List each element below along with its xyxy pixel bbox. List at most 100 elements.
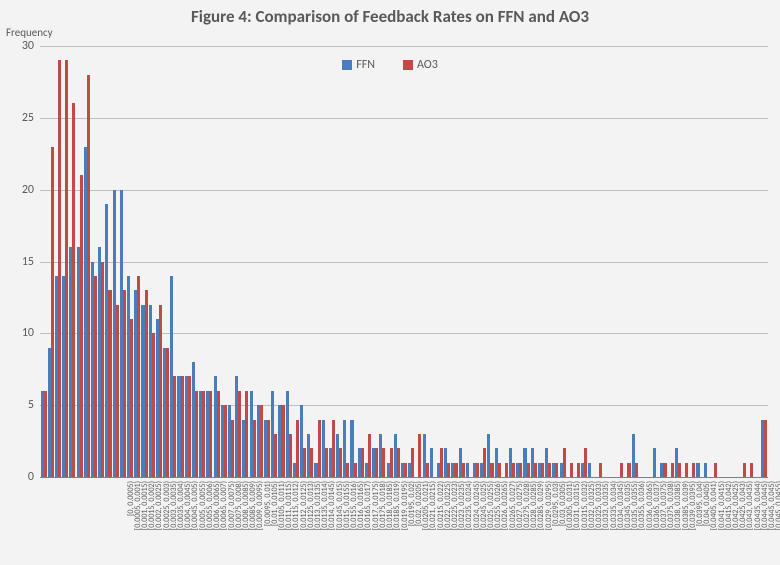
bar [318, 420, 321, 477]
plot-area: 051015202530 [40, 46, 768, 477]
x-tick-label: [0.045, 0.0455) [774, 481, 780, 563]
bar [462, 463, 465, 477]
bar [202, 391, 205, 477]
bar [181, 376, 184, 477]
bar [411, 448, 414, 477]
bar [137, 276, 140, 477]
bar [145, 290, 148, 477]
bar [375, 448, 378, 477]
gridline [40, 190, 768, 191]
bar [159, 305, 162, 477]
bar [245, 391, 248, 477]
bar [346, 463, 349, 477]
y-tick-label: 20 [22, 183, 40, 197]
bar [519, 463, 522, 477]
bar [173, 376, 176, 477]
bar [404, 463, 407, 477]
bar [466, 463, 469, 477]
bar [653, 448, 656, 477]
bar [94, 276, 97, 477]
bar [743, 463, 746, 477]
bar [274, 434, 277, 477]
bar [253, 420, 256, 477]
bar [354, 463, 357, 477]
bar [570, 463, 573, 477]
bar [483, 448, 486, 477]
bar [58, 60, 61, 477]
bar [548, 463, 551, 477]
bar [390, 448, 393, 477]
bar [296, 420, 299, 477]
bar [152, 333, 155, 477]
bar [635, 463, 638, 477]
gridline [40, 262, 768, 263]
bar [555, 463, 558, 477]
bar [418, 434, 421, 477]
y-tick-label: 5 [28, 398, 40, 412]
gridline [40, 46, 768, 47]
bar [332, 420, 335, 477]
bar [361, 448, 364, 477]
bar [704, 463, 707, 477]
bar [80, 175, 83, 477]
bar [303, 448, 306, 477]
y-tick-label: 25 [22, 111, 40, 125]
bar [101, 262, 104, 478]
bar [714, 463, 717, 477]
bar [260, 405, 263, 477]
bar [750, 463, 753, 477]
bar [217, 391, 220, 477]
bar [678, 463, 681, 477]
bar [166, 348, 169, 477]
bar [588, 463, 591, 477]
y-tick-label: 30 [22, 39, 40, 53]
bar [476, 463, 479, 477]
bar [130, 319, 133, 477]
bar [267, 420, 270, 477]
bar [188, 376, 191, 477]
bar [123, 290, 126, 477]
bar [498, 463, 501, 477]
bar [584, 448, 587, 477]
bar [224, 405, 227, 477]
gridline [40, 118, 768, 119]
y-axis-label: Frequency [6, 26, 53, 39]
bar [627, 463, 630, 477]
bar [72, 103, 75, 477]
bar [51, 147, 54, 477]
bar [397, 448, 400, 477]
bar [430, 448, 433, 477]
bar [541, 463, 544, 477]
bar [289, 434, 292, 477]
bar [195, 391, 198, 477]
bar [685, 463, 688, 477]
bar [368, 434, 371, 477]
bar [426, 463, 429, 477]
bar [490, 463, 493, 477]
bar [563, 448, 566, 477]
bar [339, 448, 342, 477]
bar [440, 448, 443, 477]
bar [231, 420, 234, 477]
bar [505, 463, 508, 477]
bar [65, 60, 68, 477]
bar [512, 463, 515, 477]
y-tick-label: 10 [22, 326, 40, 340]
bar [281, 405, 284, 477]
chart-title: Figure 4: Comparison of Feedback Rates o… [0, 6, 780, 27]
bar [696, 463, 699, 477]
bar [599, 463, 602, 477]
bar [620, 463, 623, 477]
bar [671, 463, 674, 477]
bar [454, 463, 457, 477]
chart-container: Figure 4: Comparison of Feedback Rates o… [0, 0, 780, 565]
bar [310, 448, 313, 477]
bar [663, 463, 666, 477]
bar [238, 391, 241, 477]
y-tick-label: 15 [22, 255, 40, 269]
bar [534, 463, 537, 477]
bar [209, 391, 212, 477]
y-tick-label: 0 [28, 470, 40, 484]
bar [764, 420, 767, 477]
x-axis-labels: [0, 0.0005)[0.0005, 0.001)[0.001, 0.0015… [40, 481, 768, 565]
